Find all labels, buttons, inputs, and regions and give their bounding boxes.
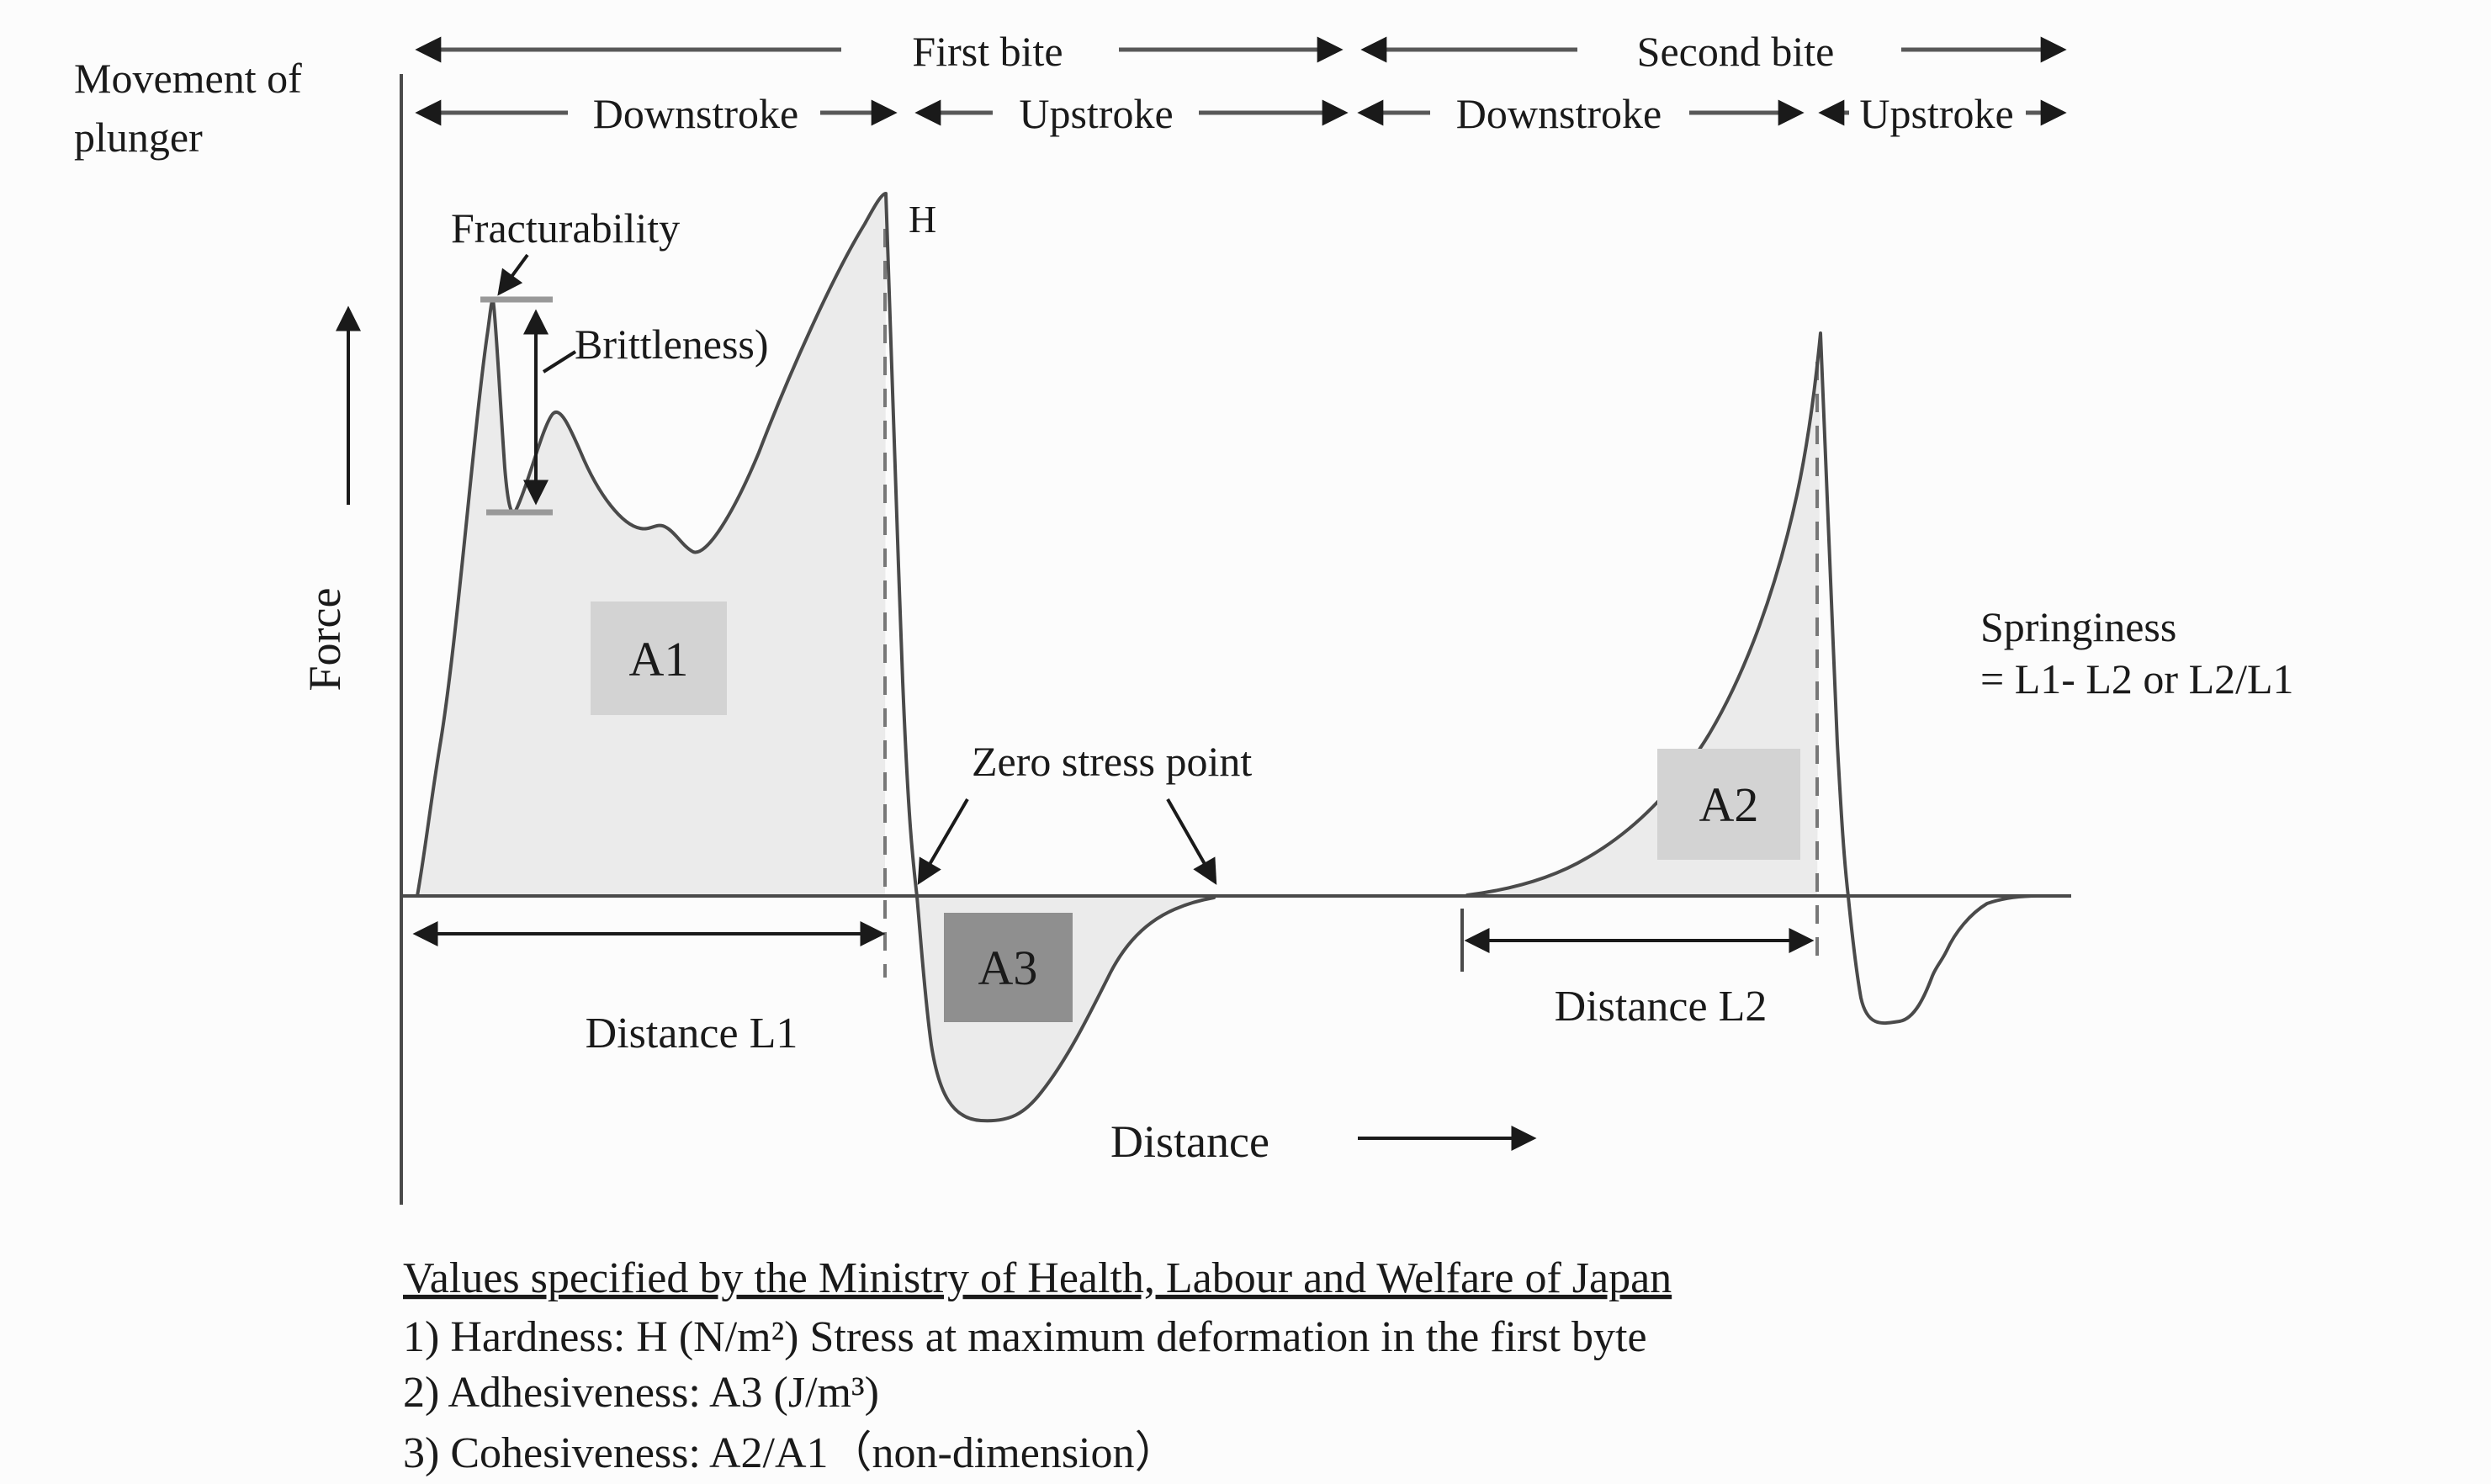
first-bite-label: First bite: [912, 28, 1063, 75]
distance-axis-label: Distance: [1110, 1116, 1269, 1167]
downstroke1-label: Downstroke: [593, 90, 798, 137]
area-a1-fill: [417, 193, 886, 896]
distance-l2-label: Distance L2: [1555, 983, 1768, 1031]
upstroke2-label: Upstroke: [1859, 90, 2013, 137]
a3-box: [944, 913, 1073, 1022]
upstroke1-label: Upstroke: [1019, 90, 1173, 137]
brittleness-label: Brittleness): [575, 321, 769, 368]
force-axis-label: Force: [299, 588, 350, 692]
movement-of-plunger-line1: Movement of: [74, 55, 302, 102]
footnote-item2: 2) Adhesiveness: A3 (J/m³): [403, 1369, 879, 1417]
fracturability-arrow: [497, 253, 529, 296]
downstroke2-label: Downstroke: [1456, 90, 1662, 137]
distance-l1-label: Distance L1: [586, 1010, 798, 1057]
a1-label: A1: [629, 632, 689, 686]
a2-box: [1657, 749, 1800, 860]
footnote-item1: 1) Hardness: H (N/m²) Stress at maximum …: [403, 1313, 1647, 1361]
springiness-line2: = L1- L2 or L2/L1: [1980, 655, 2294, 702]
hardness-peak-label: H: [909, 198, 936, 241]
zero-stress-left-arrow: [917, 798, 969, 885]
movement-of-plunger-line2: plunger: [74, 114, 203, 161]
second-bite-label: Second bite: [1637, 28, 1835, 75]
a1-box: [591, 602, 727, 715]
brittleness-connector-line: [542, 350, 577, 374]
zero-stress-point-label: Zero stress point: [972, 738, 1252, 785]
a3-label: A3: [978, 941, 1038, 995]
footnote-title: Values specified by the Ministry of Heal…: [403, 1254, 1672, 1302]
a2-label: A2: [1699, 777, 1759, 832]
footnote-item3: 3) Cohesiveness: A2/A1（non-dimension）: [403, 1429, 1179, 1477]
zero-stress-right-arrow: [1166, 798, 1217, 885]
fracturability-label: Fracturability: [451, 204, 680, 252]
springiness-line1: Springiness: [1980, 603, 2176, 650]
